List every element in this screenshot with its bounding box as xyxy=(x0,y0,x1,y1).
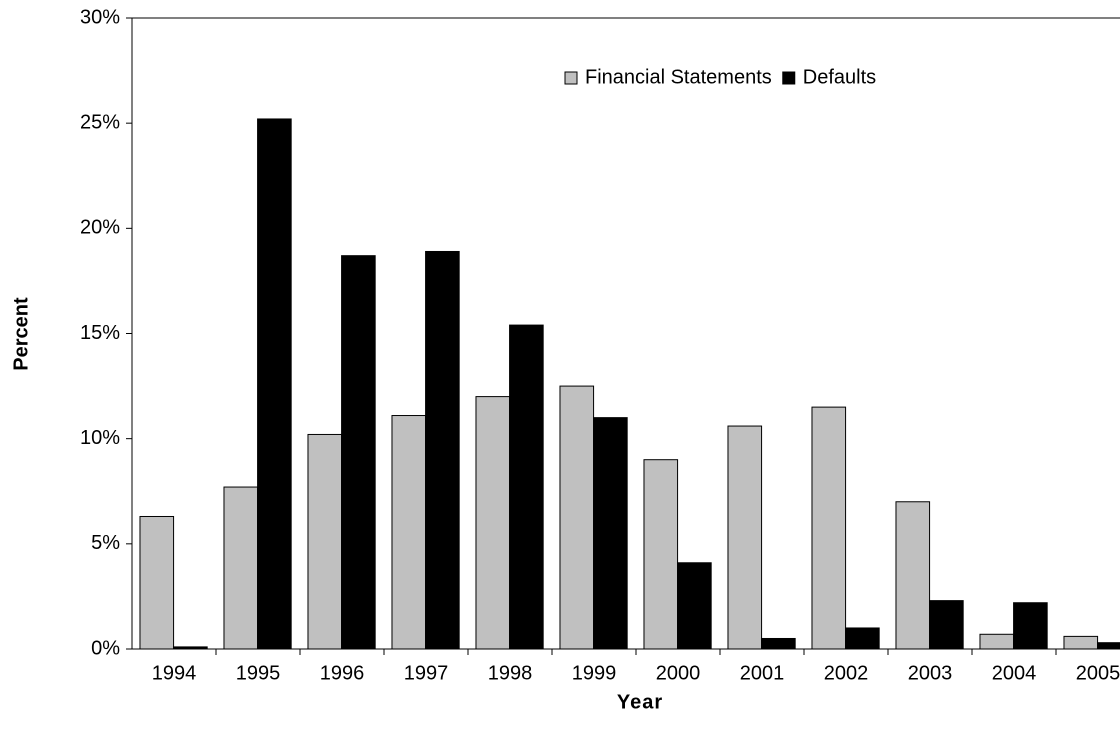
x-tick-label: 2004 xyxy=(992,662,1037,684)
x-axis-label: Year xyxy=(617,691,663,713)
bar xyxy=(139,515,175,650)
y-tick-label: 0% xyxy=(91,637,120,659)
x-tick-label: 1999 xyxy=(572,662,617,684)
bar xyxy=(677,562,712,650)
bar xyxy=(845,627,880,650)
bar xyxy=(643,459,679,650)
y-tick-label: 5% xyxy=(91,532,120,554)
x-tick-label: 1995 xyxy=(236,662,281,684)
bar xyxy=(223,486,259,650)
legend-swatch xyxy=(782,71,796,85)
y-tick-label: 20% xyxy=(80,217,120,239)
bar xyxy=(1063,635,1099,650)
legend-label: Defaults xyxy=(803,66,876,88)
y-tick-label: 10% xyxy=(80,427,120,449)
legend-swatch xyxy=(564,71,578,85)
bar xyxy=(811,406,847,650)
bar xyxy=(979,633,1015,650)
x-tick-label: 2000 xyxy=(656,662,701,684)
bar xyxy=(593,417,628,650)
bar xyxy=(425,250,460,650)
bar xyxy=(761,637,796,650)
y-tick-label: 15% xyxy=(80,322,120,344)
x-tick-label: 2001 xyxy=(740,662,785,684)
x-tick-label: 1996 xyxy=(320,662,365,684)
x-tick-label: 1997 xyxy=(404,662,449,684)
bar xyxy=(1097,642,1120,650)
bar xyxy=(1013,602,1048,650)
bar xyxy=(475,396,511,650)
x-tick-label: 2002 xyxy=(824,662,869,684)
x-tick-label: 1998 xyxy=(488,662,533,684)
bar xyxy=(341,255,376,650)
bar xyxy=(391,415,427,650)
bar xyxy=(727,425,763,650)
bar xyxy=(895,501,931,650)
x-tick-label: 1994 xyxy=(152,662,197,684)
bar xyxy=(559,385,595,650)
y-tick-label: 25% xyxy=(80,111,120,133)
y-tick-label: 30% xyxy=(80,6,120,28)
x-tick-label: 2003 xyxy=(908,662,953,684)
bar xyxy=(509,324,544,650)
bar xyxy=(929,600,964,650)
y-axis-label: Percent xyxy=(10,297,32,371)
bar xyxy=(307,433,343,650)
legend-label: Financial Statements xyxy=(585,66,772,88)
x-tick-label: 2005 xyxy=(1076,662,1120,684)
bar xyxy=(257,118,292,650)
bar xyxy=(173,646,208,650)
